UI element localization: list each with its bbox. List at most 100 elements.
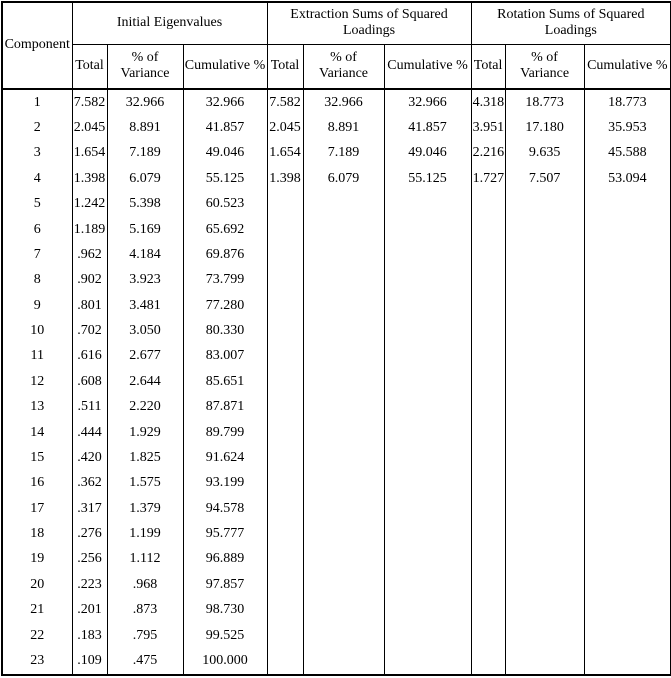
initial-pct-variance-cell: 2.220: [106, 394, 184, 420]
extraction-cumulative-cell: 49.046: [383, 140, 472, 167]
table-row: 10.702 3.050 80.330: [1, 318, 671, 344]
table-row: 5 1.242 5.398 60.523: [1, 191, 671, 217]
rotation-cumulative-cell: [583, 496, 671, 522]
initial-total-cell: 1.654: [71, 140, 108, 167]
component-cell: 6: [1, 216, 73, 243]
table-header: Component Initial Eigenvalues Extraction…: [1, 1, 671, 90]
rotation-pct-variance-cell: 18.773: [504, 89, 585, 116]
initial-cumulative-cell: 100.000: [182, 648, 268, 675]
component-cell: 9: [1, 293, 73, 319]
extraction-cumulative-cell: [383, 572, 472, 598]
initial-pct-variance-cell: 5.398: [106, 191, 184, 217]
rotation-total-cell: 3.951: [470, 115, 506, 141]
extraction-total-cell: [266, 470, 304, 497]
extraction-total-cell: [266, 597, 304, 623]
rotation-cumulative-cell: [583, 191, 671, 217]
rotation-pct-variance-cell: [504, 648, 585, 675]
rotation-total-cell: [470, 572, 506, 598]
initial-pct-variance-cell: 6.079: [106, 166, 184, 192]
rotation-pct-variance-cell: [504, 369, 585, 395]
initial-total-cell: .201: [71, 597, 108, 623]
extraction-total-cell: 1.398: [266, 166, 304, 192]
initial-pct-variance-cell: 1.575: [106, 470, 184, 497]
initial-cumulative-cell: 73.799: [182, 267, 268, 294]
extraction-pct-variance-cell: [302, 343, 385, 370]
extraction-pct-variance-cell: [302, 267, 385, 294]
rotation-cumulative-cell: [583, 242, 671, 268]
initial-cumulative-cell: 89.799: [182, 419, 268, 446]
initial-total-cell: .362: [71, 470, 108, 497]
rotation-pct-variance-cell: [504, 419, 585, 446]
initial-pct-variance-cell: 32.966: [106, 89, 184, 116]
initial-cumulative-cell: 97.857: [182, 572, 268, 598]
initial-total-cell: .109: [71, 648, 108, 675]
extraction-cumulative-cell: [383, 293, 472, 319]
initial-total-cell: 1.189: [71, 216, 108, 243]
extraction-total-cell: [266, 369, 304, 395]
component-cell: 15: [1, 445, 73, 471]
extraction-total-cell: [266, 242, 304, 268]
rotation-total-cell: [470, 546, 506, 573]
initial-cumulative-cell: 91.624: [182, 445, 268, 471]
table-row: 21.201.873 98.730: [1, 597, 671, 623]
table-row: 23.109.475 100.000: [1, 648, 671, 675]
extraction-pct-variance-cell: [302, 242, 385, 268]
rotation-total-cell: [470, 622, 506, 649]
extraction-cumulative-header: Cumulative %: [383, 43, 472, 90]
rotation-cumulative-cell: [583, 318, 671, 344]
initial-pct-variance-cell: 1.379: [106, 496, 184, 522]
initial-pct-variance-cell: 3.481: [106, 293, 184, 319]
extraction-cumulative-cell: [383, 445, 472, 471]
component-cell: 5: [1, 191, 73, 217]
extraction-pct-variance-cell: [302, 216, 385, 243]
extraction-total-cell: [266, 572, 304, 598]
rotation-cumulative-cell: 53.094: [583, 166, 671, 192]
table-row: 4 1.398 6.079 55.125 1.398 6.079 55.125 1.727 7.…: [1, 166, 671, 192]
initial-pct-variance-cell: 7.189: [106, 140, 184, 167]
component-cell: 3: [1, 140, 73, 167]
extraction-cumulative-cell: 55.125: [383, 166, 472, 192]
table-row: 22.183.795 99.525: [1, 622, 671, 649]
rotation-cumulative-cell: [583, 293, 671, 319]
extraction-cumulative-cell: [383, 470, 472, 497]
initial-total-cell: .511: [71, 394, 108, 420]
table-row: 16.362 1.575 93.199: [1, 470, 671, 497]
initial-cumulative-cell: 77.280: [182, 293, 268, 319]
initial-total-cell: 2.045: [71, 115, 108, 141]
extraction-total-cell: [266, 394, 304, 420]
rotation-total-cell: 4.318: [470, 89, 506, 116]
rotation-cumulative-cell: [583, 546, 671, 573]
rotation-pct-variance-cell: [504, 394, 585, 420]
initial-cumulative-cell: 65.692: [182, 216, 268, 243]
rotation-cumulative-cell: [583, 622, 671, 649]
extraction-cumulative-cell: [383, 191, 472, 217]
component-cell: 22: [1, 622, 73, 649]
extraction-cumulative-cell: 32.966: [383, 89, 472, 116]
rotation-cumulative-cell: 45.588: [583, 140, 671, 167]
extraction-total-cell: [266, 496, 304, 522]
rotation-pct-variance-cell: [504, 216, 585, 243]
initial-pct-variance-cell: .795: [106, 622, 184, 649]
initial-total-cell: .444: [71, 419, 108, 446]
table-row: 12.608 2.644 85.651: [1, 369, 671, 395]
rotation-pct-variance-cell: 7.507: [504, 166, 585, 192]
initial-cumulative-cell: 49.046: [182, 140, 268, 167]
extraction-pct-variance-header: % of Variance: [302, 43, 385, 90]
rotation-total-cell: [470, 216, 506, 243]
rotation-cumulative-cell: [583, 445, 671, 471]
component-cell: 23: [1, 648, 73, 675]
extraction-total-cell: [266, 521, 304, 547]
rotation-pct-variance-cell: [504, 622, 585, 649]
extraction-cumulative-cell: [383, 419, 472, 446]
initial-pct-variance-cell: .873: [106, 597, 184, 623]
initial-total-cell: .420: [71, 445, 108, 471]
extraction-cumulative-cell: [383, 622, 472, 649]
table-body: 1 7.582 32.966 32.966 7.582 32.966 32.966 4.318…: [1, 89, 671, 675]
initial-total-cell: .801: [71, 293, 108, 319]
table-row: 2 2.045 8.891 41.857 2.045 8.891 41.857 3.951 17…: [1, 115, 671, 141]
initial-cumulative-cell: 85.651: [182, 369, 268, 395]
extraction-cumulative-cell: [383, 267, 472, 294]
component-cell: 18: [1, 521, 73, 547]
initial-pct-variance-cell: 1.112: [106, 546, 184, 573]
initial-cumulative-cell: 60.523: [182, 191, 268, 217]
